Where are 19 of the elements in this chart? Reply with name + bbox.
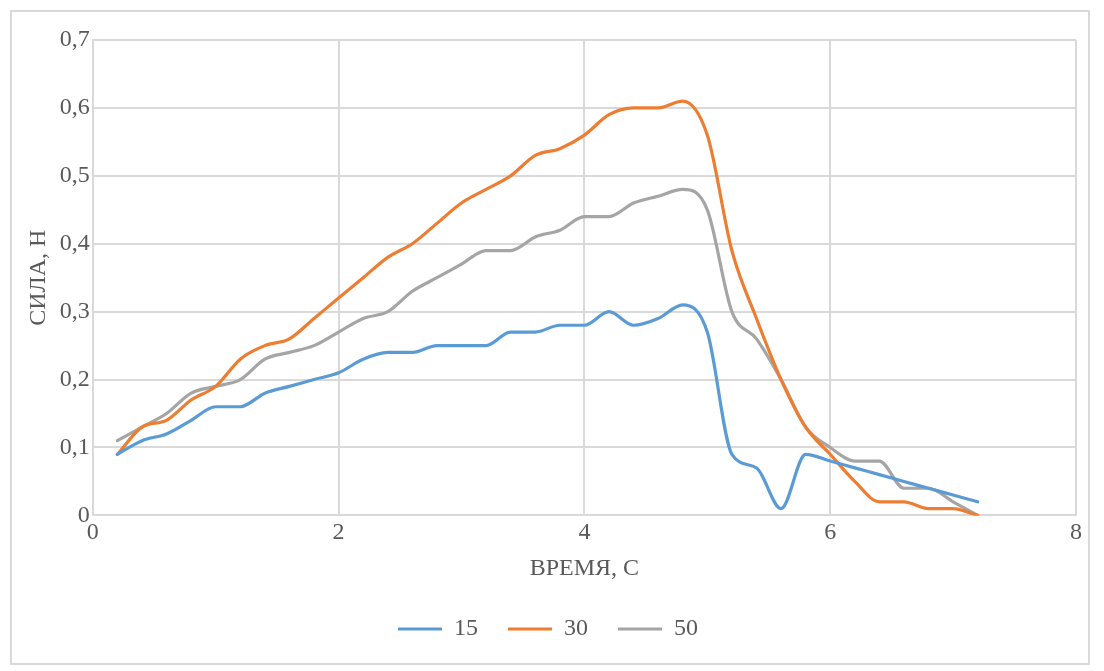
y-tick-label: 0,7 <box>59 25 90 52</box>
legend-label: 30 <box>564 614 588 641</box>
y-tick-label: 0,5 <box>59 161 90 188</box>
x-axis-title: ВРЕМЯ, С <box>529 553 640 580</box>
x-tick-label: 6 <box>824 518 837 545</box>
line-series <box>115 303 980 511</box>
y-axis-title: СИЛА, Н <box>23 229 50 326</box>
x-tick-label: 8 <box>1070 518 1082 545</box>
y-tick-label: 0,3 <box>59 296 90 323</box>
y-tick-label: 0,1 <box>59 432 90 459</box>
line-series <box>115 99 980 516</box>
y-tick-label: 0,6 <box>59 93 90 120</box>
x-tick-label: 4 <box>578 518 591 545</box>
legend-label: 15 <box>454 614 478 641</box>
y-tick-label: 0 <box>77 500 90 527</box>
x-tick-label: 2 <box>332 518 345 545</box>
legend-label: 50 <box>674 614 698 641</box>
y-tick-label: 0,4 <box>59 229 90 256</box>
y-tick-label: 0,2 <box>59 364 90 391</box>
